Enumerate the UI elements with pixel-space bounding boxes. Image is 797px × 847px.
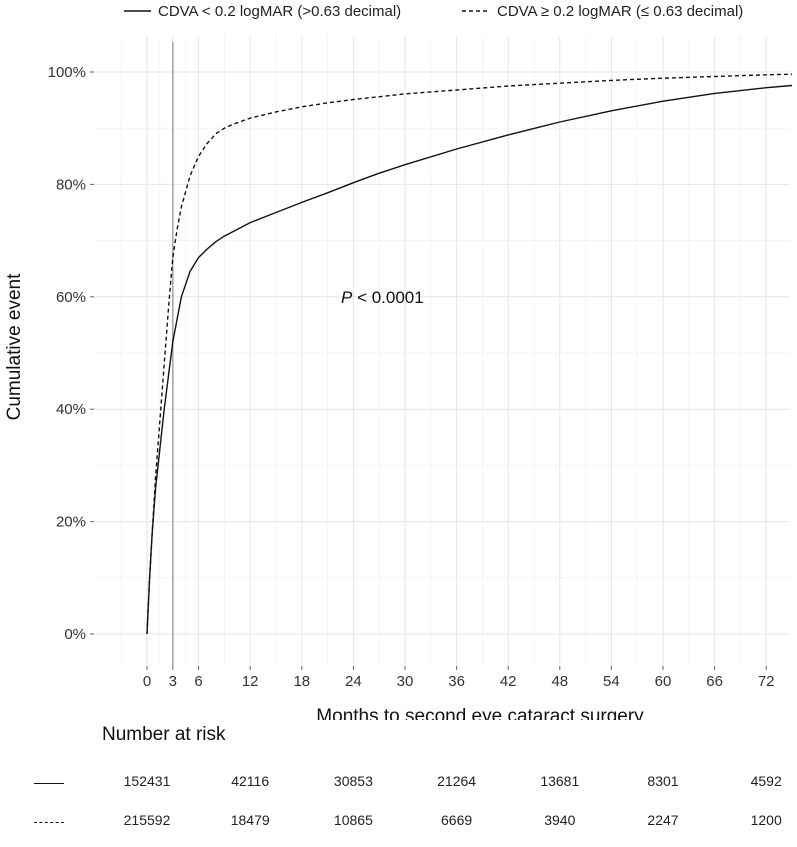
risk-row-dashed-key: [34, 822, 64, 823]
risk-value: 6669: [441, 812, 473, 828]
x-tick-label: 3: [169, 673, 177, 690]
legend-dashed-label: CDVA ≥ 0.2 logMAR (≤ 0.63 decimal): [497, 3, 743, 20]
x-tick-label: 48: [551, 673, 568, 690]
y-axis-title: Cumulative event: [4, 273, 25, 421]
risk-value: 2247: [647, 812, 679, 828]
series-line-dashed: [146, 73, 793, 635]
x-tick-label: 66: [706, 673, 723, 690]
risk-value: 8301: [647, 773, 679, 789]
risk-value: 3940: [544, 812, 576, 828]
plot-area: 0 3 6 12 18 24 30 36 42 48 54 60 66 72 0% 20% 40% 60% 80% 1…: [48, 36, 793, 690]
risk-value: 215592: [123, 812, 171, 828]
x-tick-label: 36: [448, 673, 465, 690]
x-tick-label: 72: [758, 673, 775, 690]
y-tick-label: 80%: [56, 176, 86, 193]
risk-value: 152431: [123, 773, 171, 789]
x-tick-label: 6: [194, 673, 202, 690]
p-value-italic: P: [341, 288, 353, 307]
y-tick-label: 100%: [48, 64, 86, 81]
risk-value: 30853: [333, 773, 373, 789]
x-tick-label: 0: [143, 673, 151, 690]
plot-panel: [94, 36, 790, 666]
y-tick-label: 40%: [56, 401, 86, 418]
x-tick-label: 24: [345, 673, 362, 690]
risk-row-dashed: 215592 18479 10865 6669 3940 2247 1200: [0, 812, 797, 834]
risk-value: 21264: [437, 773, 477, 789]
survival-chart: CDVA < 0.2 logMAR (>0.63 decimal) CDVA ≥…: [4, 3, 793, 720]
p-value-rest: < 0.0001: [352, 288, 423, 307]
x-tick-label: 54: [603, 673, 620, 690]
series-line-solid: [146, 84, 793, 635]
x-tick-label: 30: [397, 673, 414, 690]
x-tick-label: 18: [293, 673, 310, 690]
risk-value: 42116: [231, 773, 270, 789]
legend: CDVA < 0.2 logMAR (>0.63 decimal) CDVA ≥…: [124, 3, 743, 20]
risk-row-solid-key: [34, 783, 64, 784]
x-tick-label: 42: [500, 673, 517, 690]
x-tick-label: 12: [242, 673, 259, 690]
x-tick-label: 60: [655, 673, 672, 690]
risk-row-solid: 152431 42116 30853 21264 13681 8301 4592: [0, 773, 797, 795]
risk-value: 4592: [750, 773, 782, 789]
x-axis-title: Months to second eye cataract surgery: [316, 706, 644, 720]
y-tick-label: 20%: [56, 514, 86, 531]
risk-value: 10865: [333, 812, 373, 828]
y-tick-label: 0%: [64, 626, 86, 643]
risk-value: 18479: [230, 812, 270, 828]
p-value-annotation: P < 0.0001: [341, 288, 424, 307]
risk-value: 13681: [540, 773, 580, 789]
legend-solid-label: CDVA < 0.2 logMAR (>0.63 decimal): [158, 3, 401, 20]
risk-value: 1200: [750, 812, 782, 828]
risk-table-title: Number at risk: [102, 724, 226, 745]
y-tick-label: 60%: [56, 289, 86, 306]
